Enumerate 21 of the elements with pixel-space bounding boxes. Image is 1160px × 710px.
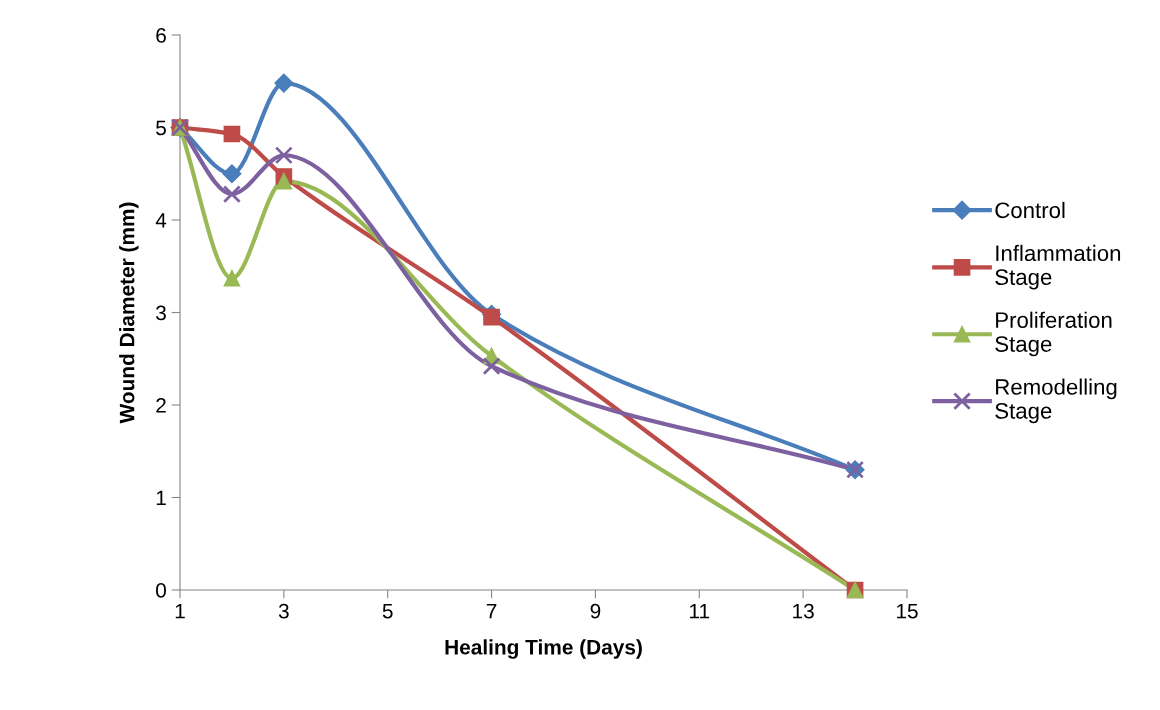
x-tick-label: 15: [897, 603, 918, 619]
y-tick-label: 4: [155, 213, 167, 228]
x-tick-label: 3: [278, 603, 289, 619]
y-tick-label: 3: [156, 305, 166, 321]
x-tick-label: 13: [793, 603, 814, 619]
legend-label: Proliferation Stage: [995, 311, 1112, 357]
x-tick-label: 7: [486, 603, 497, 619]
x-tick-label: 11: [690, 603, 710, 619]
x-tick-label: 1: [175, 603, 185, 619]
x-tick-label: 9: [590, 603, 601, 619]
x-axis-title: Healing Time (Days): [445, 639, 642, 659]
x-tick-label: 5: [382, 603, 393, 619]
legend-label: Control: [995, 201, 1065, 219]
legend-label: Remodelling Stage: [995, 378, 1117, 424]
y-tick-label: 0: [156, 583, 166, 598]
y-tick-label: 2: [156, 398, 166, 413]
y-tick-label: 6: [156, 28, 166, 43]
y-tick-label: 1: [156, 490, 166, 506]
y-tick-label: 5: [156, 120, 166, 136]
y-axis-title: Wound Diameter (mm): [119, 202, 139, 424]
legend-label: Inflammation Stage: [995, 244, 1121, 290]
